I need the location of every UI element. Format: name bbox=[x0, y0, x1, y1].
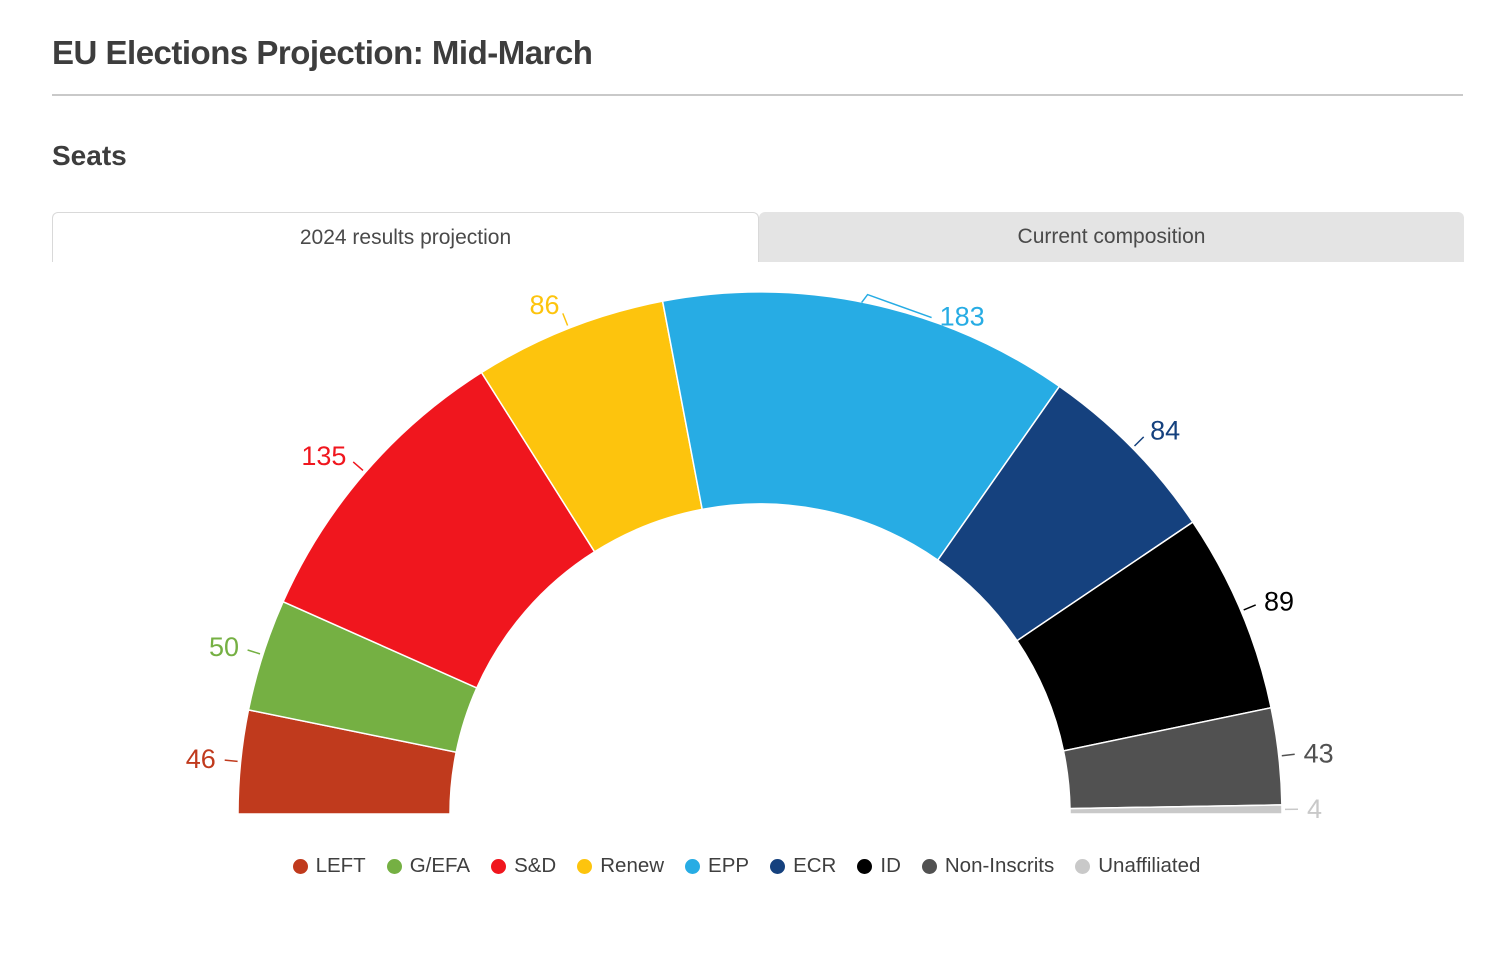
legend-label-epp: EPP bbox=[708, 854, 750, 877]
legend-label-id: ID bbox=[880, 854, 901, 877]
legend-label-g-efa: G/EFA bbox=[409, 854, 471, 877]
legend-label-unaffiliated: Unaffiliated bbox=[1098, 854, 1201, 877]
legend-dot-s-d bbox=[491, 858, 507, 874]
legend-item-epp: EPP bbox=[685, 854, 749, 878]
legend-dot-unaffiliated bbox=[1075, 858, 1091, 874]
legend-item-id: ID bbox=[857, 854, 901, 878]
chart-area: 46 50 135 86 183 84 89 43 4 bbox=[0, 268, 1493, 828]
legend-label-non-inscrits: Non-Inscrits bbox=[944, 854, 1055, 877]
callout-line-g-efa bbox=[247, 649, 261, 655]
segment-epp[interactable] bbox=[661, 291, 1061, 562]
callout-line-epp bbox=[860, 293, 932, 319]
legend-item-unaffiliated: Unaffiliated bbox=[1075, 854, 1200, 878]
legend-dot-epp bbox=[685, 858, 701, 874]
value-label-s-d: 135 bbox=[301, 441, 346, 471]
tab-current-composition[interactable]: Current composition bbox=[759, 212, 1464, 262]
value-label-left: 46 bbox=[186, 744, 216, 774]
value-label-id: 89 bbox=[1264, 586, 1294, 616]
chart-title: Seats bbox=[52, 140, 127, 171]
legend-item-s-d: S&D bbox=[491, 854, 556, 878]
value-label-epp: 183 bbox=[940, 302, 985, 332]
value-label-renew: 86 bbox=[529, 290, 559, 320]
tab-2024-results-projection[interactable]: 2024 results projection bbox=[52, 212, 759, 262]
legend-dot-id bbox=[857, 858, 873, 874]
legend-label-ecr: ECR bbox=[793, 854, 837, 877]
legend-dot-left bbox=[292, 858, 308, 874]
legend-dot-ecr bbox=[770, 858, 786, 874]
callout-line-non-inscrits bbox=[1281, 753, 1295, 757]
legend-dot-g-efa bbox=[386, 858, 402, 874]
legend-dot-renew bbox=[577, 858, 593, 874]
legend-item-renew: Renew bbox=[577, 854, 664, 878]
legend-label-renew: Renew bbox=[600, 854, 665, 877]
value-label-non-inscrits: 43 bbox=[1304, 738, 1334, 768]
callout-line-renew bbox=[562, 313, 569, 326]
legend-dot-non-inscrits bbox=[921, 858, 937, 874]
value-label-ecr: 84 bbox=[1150, 416, 1180, 446]
hemicycle-chart: 46 50 135 86 183 84 89 43 4 bbox=[186, 290, 1334, 824]
callout-line-ecr bbox=[1133, 436, 1145, 447]
legend-item-left: LEFT bbox=[292, 854, 366, 878]
legend-label-s-d: S&D bbox=[514, 854, 557, 877]
value-label-g-efa: 50 bbox=[209, 632, 239, 662]
legend-item-ecr: ECR bbox=[770, 854, 836, 878]
title-divider bbox=[52, 94, 1463, 96]
chart-legend: LEFT G/EFA S&D Renew EPP ECR ID Non-Inscrits Una… bbox=[0, 854, 1493, 878]
callout-line-id bbox=[1243, 604, 1256, 611]
legend-item-non-inscrits: Non-Inscrits bbox=[921, 854, 1055, 878]
legend-label-left: LEFT bbox=[315, 854, 366, 877]
view-tabs: 2024 results projection Current composit… bbox=[52, 212, 1464, 262]
callout-line-s-d bbox=[352, 461, 364, 471]
legend-item-g-efa: G/EFA bbox=[386, 854, 471, 878]
callout-line-left bbox=[224, 759, 238, 763]
segment-unaffiliated[interactable] bbox=[1069, 804, 1283, 815]
page-title: EU Elections Projection: Mid-March bbox=[52, 34, 593, 71]
value-label-unaffiliated: 4 bbox=[1307, 794, 1322, 824]
